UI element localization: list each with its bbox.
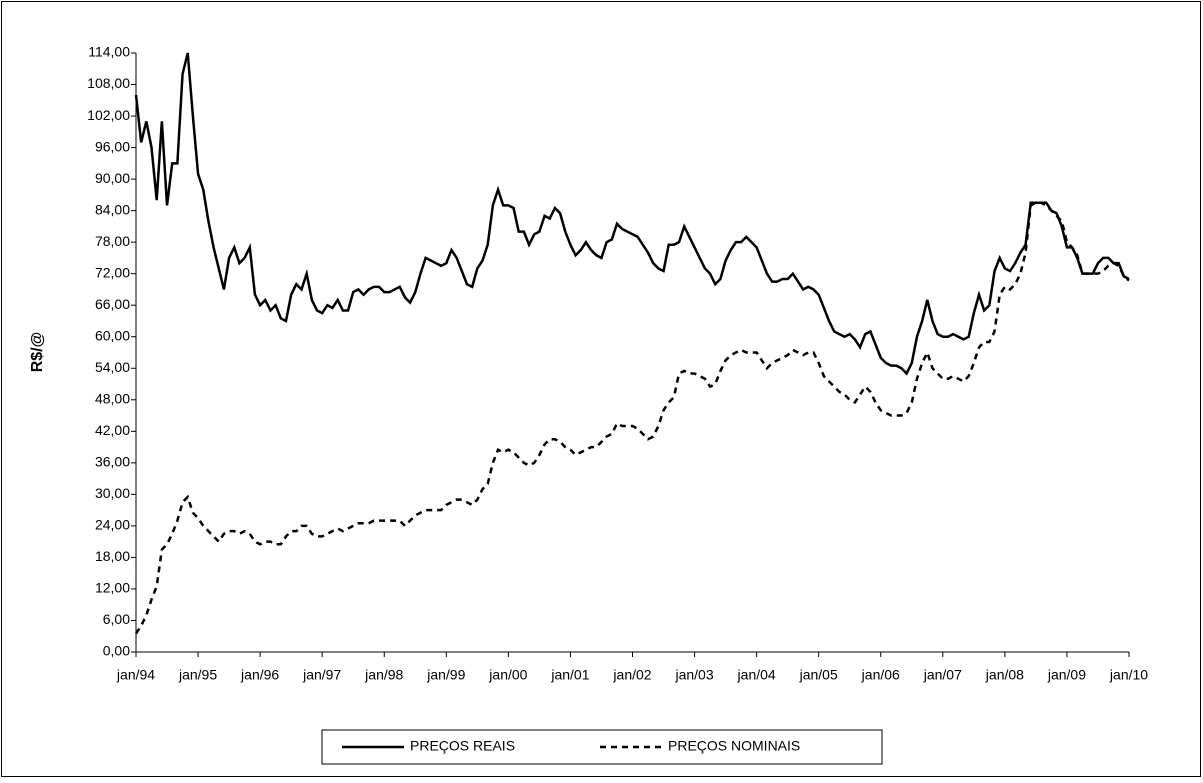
series-line — [134, 52, 1130, 376]
legend-label: PREÇOS REAIS — [410, 738, 515, 754]
x-tick-label: jan/02 — [612, 667, 651, 683]
y-tick-label: 30,00 — [95, 485, 130, 501]
x-tick-label: jan/98 — [364, 667, 403, 683]
y-tick-label: 96,00 — [95, 138, 130, 154]
x-tick-label: jan/06 — [861, 667, 900, 683]
y-tick-label: 54,00 — [95, 359, 130, 375]
y-tick-label: 36,00 — [95, 454, 130, 470]
y-axis-label: R$/@ — [29, 332, 46, 373]
x-tick-label: jan/01 — [550, 667, 589, 683]
y-tick-label: 66,00 — [95, 296, 130, 312]
y-tick-label: 24,00 — [95, 517, 130, 533]
y-tick-label: 48,00 — [95, 390, 130, 406]
x-tick-label: jan/99 — [426, 667, 465, 683]
x-tick-label: jan/05 — [799, 667, 838, 683]
x-tick-label: jan/95 — [178, 667, 217, 683]
x-tick-label: jan/09 — [1047, 667, 1086, 683]
x-tick-label: jan/94 — [116, 667, 155, 683]
series-line — [134, 201, 1130, 635]
x-tick-label: jan/07 — [923, 667, 962, 683]
x-tick-label: jan/04 — [737, 667, 776, 683]
x-tick-label: jan/08 — [985, 667, 1024, 683]
x-tick-label: jan/97 — [302, 667, 341, 683]
y-tick-label: 114,00 — [88, 44, 130, 60]
y-tick-label: 60,00 — [95, 327, 130, 343]
y-tick-label: 6,00 — [103, 611, 130, 627]
legend-label: PREÇOS NOMINAIS — [668, 738, 800, 754]
y-tick-label: 0,00 — [103, 643, 130, 659]
x-tick-label: jan/03 — [674, 667, 713, 683]
y-tick-label: 42,00 — [95, 422, 130, 438]
y-tick-label: 108,00 — [87, 75, 130, 91]
y-tick-label: 78,00 — [95, 233, 130, 249]
y-tick-label: 90,00 — [95, 170, 130, 186]
y-tick-label: 84,00 — [95, 201, 130, 217]
x-tick-label: jan/10 — [1109, 667, 1148, 683]
x-tick-label: jan/00 — [488, 667, 527, 683]
x-tick-label: jan/96 — [240, 667, 279, 683]
y-tick-label: 18,00 — [95, 548, 130, 564]
y-tick-label: 72,00 — [95, 264, 130, 280]
y-tick-label: 12,00 — [95, 580, 130, 596]
y-tick-label: 102,00 — [87, 107, 130, 123]
